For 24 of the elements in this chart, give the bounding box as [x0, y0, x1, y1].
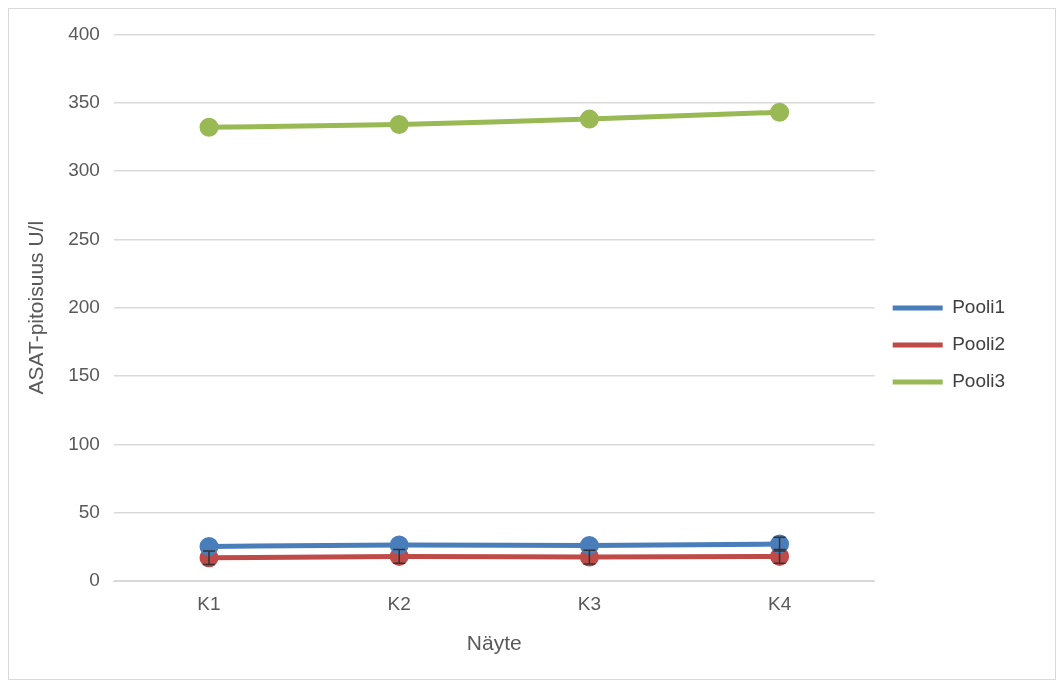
y-tick-label: 350	[68, 90, 100, 112]
y-tick-label: 100	[68, 432, 100, 454]
point	[579, 535, 599, 555]
point	[389, 115, 409, 135]
y-tick-label: 50	[78, 500, 100, 522]
point	[199, 117, 219, 137]
point	[579, 109, 599, 129]
x-tick-label: K1	[197, 592, 221, 614]
point	[389, 535, 409, 555]
point	[770, 102, 790, 122]
y-tick-label: 300	[68, 159, 100, 181]
x-tick-label: K2	[387, 592, 411, 614]
x-tick-label: K4	[767, 592, 792, 614]
legend-label: Pooli1	[952, 296, 1006, 318]
y-axis-title: ASAT-pitoisuus U/l	[24, 220, 48, 395]
y-tick-label: 200	[68, 295, 100, 317]
y-tick-label: 0	[89, 569, 100, 591]
x-axis-title: Näyte	[466, 631, 522, 655]
y-tick-label: 250	[68, 227, 100, 249]
x-tick-label: K3	[577, 592, 602, 614]
y-tick-label: 150	[68, 364, 100, 386]
y-tick-label: 400	[68, 22, 100, 44]
legend-label: Pooli3	[952, 370, 1006, 392]
legend-label: Pooli2	[952, 333, 1006, 355]
